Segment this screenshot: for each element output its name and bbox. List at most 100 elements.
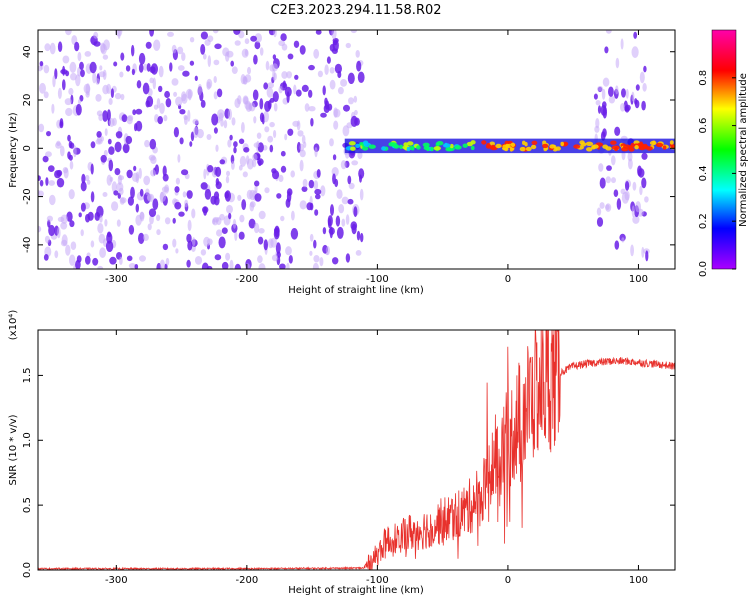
snr-ticks: -300 -200 -100 0 100 0.0 0.5 1.0 1.5 <box>22 330 675 586</box>
spectrogram-noise-cell <box>39 61 44 67</box>
spectrogram-noise-cell <box>593 93 598 100</box>
spectrogram-noise-cell <box>54 250 59 259</box>
spectrogram-noise-cell <box>169 62 173 72</box>
spectrogram-noise-cell <box>614 126 621 136</box>
spectrogram-noise-cell <box>276 193 282 199</box>
spectrogram-noise-cell <box>45 177 49 186</box>
spectrogram-noise-cell <box>187 240 193 251</box>
colorbar-ticks: 0.0 0.2 0.4 0.6 0.8 <box>698 70 736 277</box>
spectrogram-signal-cell <box>519 146 526 152</box>
spectrogram-noise-cell <box>351 223 357 235</box>
spectrogram-noise-cell <box>96 110 103 117</box>
spectrogram-noise-cell <box>196 128 204 139</box>
spectrogram-noise-cell <box>308 89 313 98</box>
spectrogram-noise-cell <box>354 109 358 116</box>
spectrogram-noise-cell <box>267 82 275 89</box>
spectrogram-noise-cell <box>131 172 139 182</box>
spectrogram-signal-cell <box>525 146 532 152</box>
spectrogram-noise-cell <box>221 227 228 234</box>
spectrogram-noise-cell <box>102 54 109 60</box>
spectrogram-noise-cell <box>641 152 648 160</box>
spectrogram-noise-cell <box>203 236 211 247</box>
spectrogram-noise-cell <box>248 218 256 229</box>
spectrogram-noise-cell <box>347 175 352 185</box>
spectrogram-noise-cell <box>39 179 44 187</box>
spectrogram-noise-cell <box>259 47 264 56</box>
spectrogram-noise-cell <box>263 82 269 90</box>
spectrogram-noise-cell <box>120 93 125 101</box>
spectrogram-noise-cell <box>287 128 294 136</box>
spectrogram-noise-cell <box>241 122 245 133</box>
spectrogram-noise-cell <box>43 91 49 99</box>
spectrogram-noise-cell <box>126 255 133 262</box>
spectrogram-noise-cell <box>156 214 161 222</box>
spectrogram-noise-cell <box>125 135 133 145</box>
spectrogram-noise-cell <box>109 176 114 182</box>
spectrogram-noise-cell <box>258 159 262 167</box>
spectrogram-noise-cell <box>69 61 77 73</box>
spectrogram-noise-cell <box>93 41 101 47</box>
spectrogram-noise-cell <box>184 199 189 208</box>
spectrogram-noise-cell <box>221 261 229 269</box>
spectrogram-noise-cell <box>325 246 330 256</box>
spectrogram-noise-cell <box>308 179 315 189</box>
spectrogram-noise-cell <box>56 177 65 188</box>
spectrogram-signal-cell <box>454 145 462 150</box>
x-tick-label: -200 <box>236 274 259 285</box>
spectrogram-noise-cell <box>116 219 121 227</box>
spectrogram-noise-cell <box>165 257 170 266</box>
spectrogram-noise-cell <box>148 208 157 217</box>
spectrogram-noise-cell <box>299 159 304 172</box>
spectrogram-noise-cell <box>273 228 280 240</box>
spectrogram-noise-cell <box>286 191 292 203</box>
spectrogram-noise-cell <box>87 211 94 221</box>
spectrogram-noise-cell <box>326 56 331 64</box>
spectrogram-noise-cell <box>80 181 87 192</box>
spectrogram-noise-cell <box>600 131 606 141</box>
spectrogram-noise-cell <box>228 212 232 220</box>
spectrogram-noise-cell <box>48 165 55 173</box>
spectrogram-noise-cell <box>77 51 82 62</box>
spectrogram-noise-cell <box>49 194 56 206</box>
spectrogram-noise-cell <box>315 194 321 200</box>
spectrogram-noise-cell <box>347 198 354 205</box>
spectrogram-noise-cell <box>174 201 182 210</box>
spectrogram-noise-cell <box>332 257 339 265</box>
spectrogram-noise-cell <box>172 217 176 224</box>
spectrogram-noise-cell <box>227 108 232 120</box>
spectrogram-ylabel: Frequency (Hz) <box>8 112 19 188</box>
spectrogram-noise-cell <box>97 265 104 269</box>
spectrogram-noise-cell <box>267 100 272 110</box>
spectrogram-noise-cell <box>207 165 214 173</box>
colorbar-tick-label: 0.0 <box>698 261 709 277</box>
spectrogram-noise-cell <box>631 205 635 218</box>
spectrogram-noise-cell <box>163 114 168 122</box>
spectrogram-noise-cell <box>351 160 359 166</box>
spectrogram-noise-cell <box>598 163 604 172</box>
spectrogram-noise-cell <box>108 159 114 172</box>
y-tick-label: 40 <box>22 45 33 58</box>
spectrogram-noise-cell <box>273 102 278 112</box>
y-tick-label: 20 <box>22 94 33 107</box>
spectrogram-signal-cell <box>531 140 538 145</box>
spectrogram-noise-cell <box>213 76 217 83</box>
spectrogram-noise-cell <box>134 264 139 269</box>
spectrogram-noise-cell <box>299 143 305 152</box>
spectrogram-noise-cell <box>227 139 232 148</box>
spectrogram-noise-cell <box>299 200 307 210</box>
spectrogram-noise-cell <box>139 188 144 197</box>
spectrogram-noise-cell <box>645 250 649 262</box>
spectrogram-noise-cell <box>204 188 212 200</box>
spectrogram-noise-cell <box>322 85 326 96</box>
spectrogram-noise-cell <box>95 94 102 102</box>
spectrogram-noise-cell <box>234 40 241 46</box>
spectrogram-noise-cell <box>59 121 64 129</box>
spectrogram-signal-cell <box>591 144 599 149</box>
spectrogram-noise-cell <box>245 155 250 165</box>
spectrogram-noise-cell <box>215 178 220 186</box>
spectrogram-noise-cell <box>210 195 217 205</box>
y-tick-label: 0.5 <box>22 497 33 513</box>
spectrogram-noise-cell <box>290 228 299 240</box>
spectrogram-noise-cell <box>245 102 252 112</box>
spectrogram-noise-cell <box>185 88 193 99</box>
